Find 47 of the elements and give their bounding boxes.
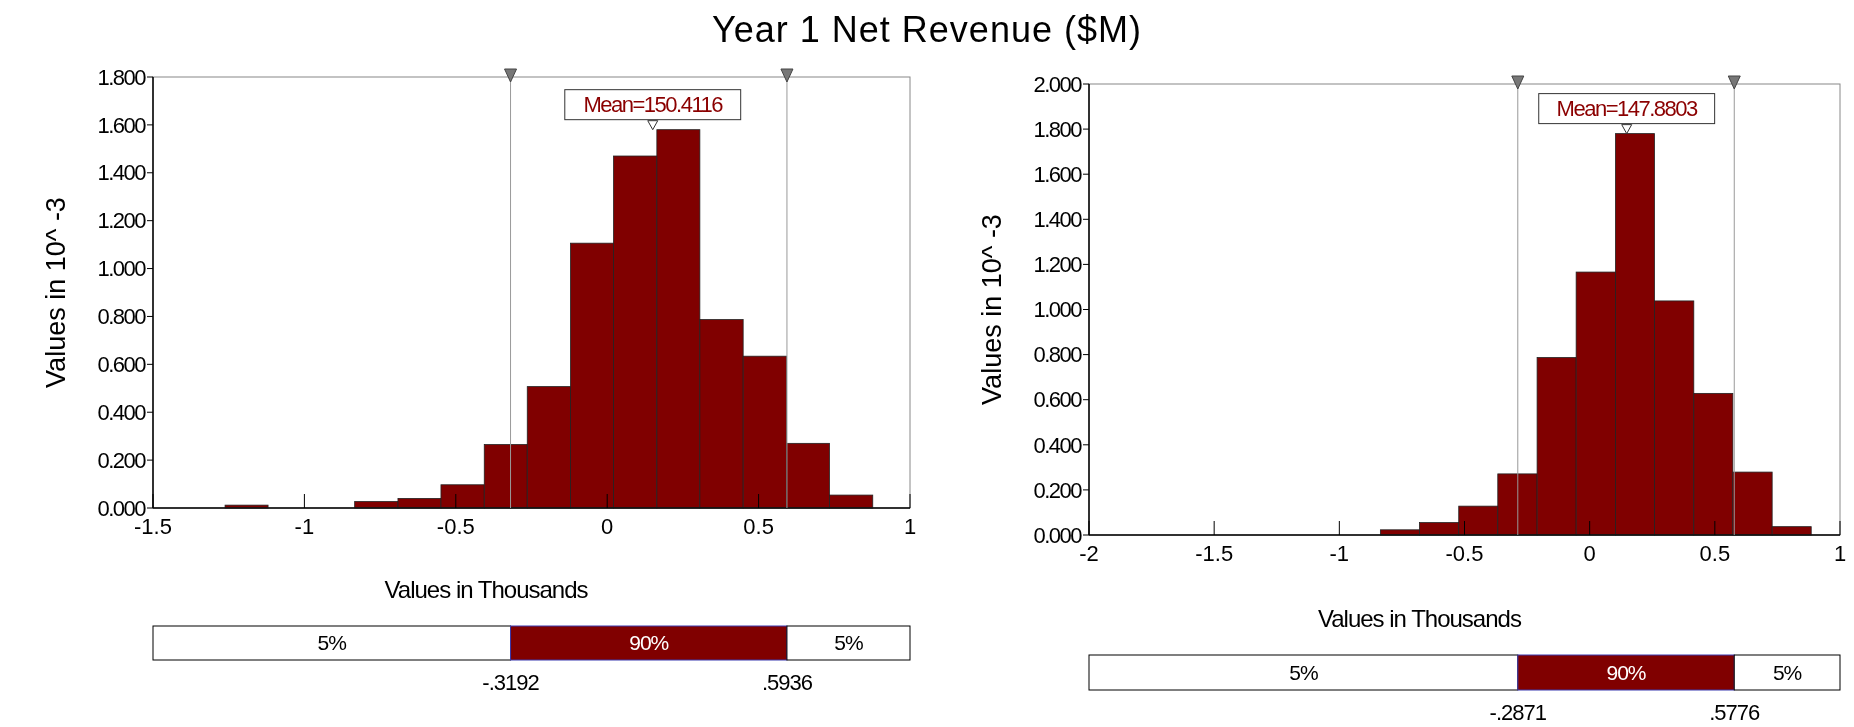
y-tick-label: 1.800 [97, 64, 147, 90]
y-axis-title: Values in 10^ -3 [977, 214, 1007, 405]
text: .5936 [761, 670, 813, 695]
text: 90% [629, 631, 669, 655]
annotation: Mean=150.4116 [583, 92, 724, 118]
annotation: Mean=147.8803 [1556, 96, 1699, 122]
y-tick-label: 0.600 [97, 352, 147, 378]
y-tick-label: 0.800 [1033, 342, 1083, 368]
y-tick-label: 1.600 [1033, 161, 1083, 187]
text: -.3192 [482, 670, 540, 695]
y-tick-label: 0.400 [1033, 432, 1083, 458]
x-tick-label: 0 [1583, 541, 1596, 566]
x-tick-label: -1 [294, 514, 315, 539]
x-tick-label: -0.5 [436, 514, 475, 539]
x-tick-label: 0.5 [743, 514, 774, 539]
x-axis-title: Values in Thousands [1317, 605, 1522, 632]
y-tick-label: 1.800 [1033, 116, 1083, 142]
y-tick-label: 1.600 [97, 112, 147, 138]
y-tick-label: 1.000 [97, 256, 147, 282]
y-tick-label: 0.600 [1033, 387, 1083, 413]
y-tick-label: 2.000 [1033, 71, 1083, 97]
x-tick-label: -1.5 [1195, 541, 1234, 566]
y-axis-title: Values in 10^ -3 [41, 197, 71, 388]
text: -.2871 [1489, 700, 1547, 725]
text: .5776 [1709, 700, 1761, 725]
y-tick-label: 1.000 [1033, 297, 1083, 323]
x-tick-label: 1 [903, 514, 917, 539]
x-tick-label: 0.5 [1699, 541, 1731, 566]
y-tick-label: 1.200 [1033, 252, 1083, 278]
y-tick-label: 1.200 [97, 208, 147, 234]
text: 5% [317, 631, 347, 655]
y-tick-label: 1.400 [1033, 207, 1083, 232]
y-tick-label: 0.800 [97, 304, 147, 330]
x-axis-title: Values in Thousands [384, 576, 589, 603]
y-tick-label: 0.400 [97, 399, 147, 425]
text: 5% [1772, 660, 1802, 684]
x-tick-label: 1 [1833, 541, 1847, 566]
y-tick-label: 1.400 [97, 160, 147, 186]
y-tick-label: 0.200 [97, 447, 147, 473]
text: 90% [1606, 660, 1646, 684]
x-tick-label: -0.5 [1445, 541, 1484, 566]
x-tick-label: 0 [601, 514, 614, 539]
x-tick-label: -1 [1329, 541, 1350, 566]
y-tick-label: 0.200 [1033, 477, 1083, 503]
text: 5% [834, 631, 863, 655]
text: 5% [1289, 660, 1318, 684]
chart-title: Year 1 Net Revenue ($M) [712, 9, 1142, 50]
